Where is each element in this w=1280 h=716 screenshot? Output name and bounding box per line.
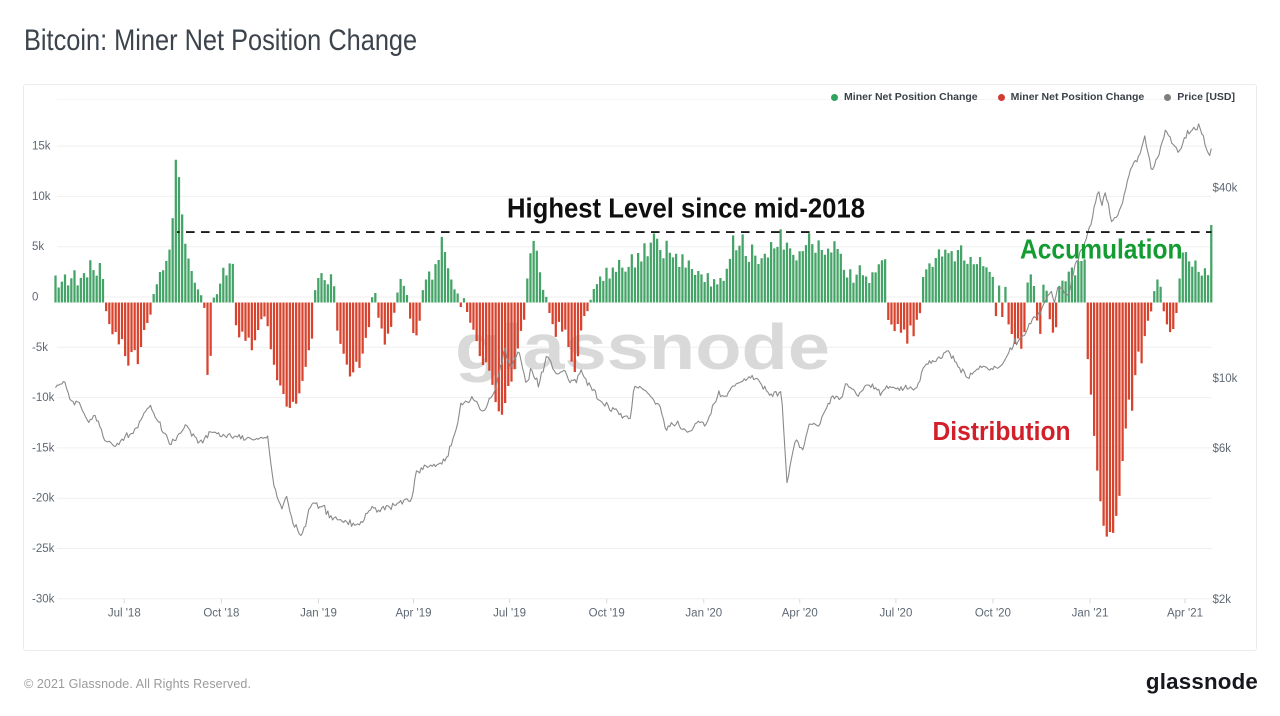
y-right-tick-label: $40k [1213, 183, 1238, 195]
annotation-highest-level: Highest Level since mid-2018 [507, 193, 865, 224]
y-right-tick-label: $6k [1213, 443, 1232, 455]
y-left-tick-label: -30k [32, 593, 55, 605]
y-left-tick-label: 5k [32, 241, 44, 253]
y-right-tick-label: $2k [1213, 594, 1232, 606]
legend-item-label: Price [USD] [1177, 91, 1235, 103]
legend-item-2[interactable]: Price [USD] [1164, 91, 1235, 103]
y-right-tick-label: $10k [1213, 373, 1238, 385]
bars-positive [54, 159, 1213, 303]
price-line [55, 123, 1212, 537]
x-tick-label: Jul '19 [493, 608, 526, 620]
footer-copyright: © 2021 Glassnode. All Rights Reserved. [24, 677, 252, 691]
y-left-tick-label: 10k [32, 191, 51, 203]
x-tick-label: Apr '20 [782, 608, 818, 620]
y-left-tick-label: 15k [32, 141, 51, 153]
y-left-tick-label: -25k [32, 543, 55, 555]
x-tick-label: Jul '18 [108, 608, 141, 620]
legend-dot-icon [1164, 93, 1172, 101]
legend-item-label: Miner Net Position Change [844, 91, 978, 103]
x-tick-label: Oct '19 [589, 608, 625, 620]
chart-panel: 15k 10k 5k 0 -5k -10k -15k -20k -25k -30k Jul '18 O… [23, 84, 1257, 651]
x-tick-label: Jan '20 [685, 608, 722, 620]
x-tick-label: Jul '20 [879, 608, 912, 620]
x-tick-label: Jan '21 [1072, 608, 1109, 620]
glassnode-logo: glassnode [1145, 669, 1258, 694]
y-left-tick-label: -5k [32, 342, 48, 354]
legend-item-0[interactable]: Miner Net Position Change [831, 91, 978, 103]
annotation-accumulation: Accumulation [1020, 234, 1183, 265]
legend-dot-icon [831, 93, 839, 101]
x-tick-label: Jan '19 [300, 608, 337, 620]
y-left-tick-label: -10k [32, 392, 55, 404]
legend-item-label: Miner Net Position Change [1010, 91, 1145, 103]
chart-legend: Miner Net Position Change Miner Net Posit… [831, 90, 1235, 104]
y-left-tick-label: -15k [32, 442, 55, 454]
x-tick-label: Oct '18 [203, 608, 239, 620]
legend-dot-icon [997, 93, 1005, 101]
y-left-tick-label: -20k [32, 493, 55, 505]
x-tick-label: Apr '19 [395, 608, 431, 620]
y-left-tick-label: 0 [32, 292, 38, 304]
chart-plot-area: 15k 10k 5k 0 -5k -10k -15k -20k -25k -30k Jul '18 O… [32, 99, 1238, 620]
legend-item-1[interactable]: Miner Net Position Change [997, 91, 1145, 103]
x-tick-label: Apr '21 [1167, 608, 1203, 620]
page-title: Bitcoin: Miner Net Position Change [24, 23, 418, 57]
x-tick-label: Oct '20 [975, 608, 1011, 620]
annotation-distribution: Distribution [933, 418, 1071, 446]
